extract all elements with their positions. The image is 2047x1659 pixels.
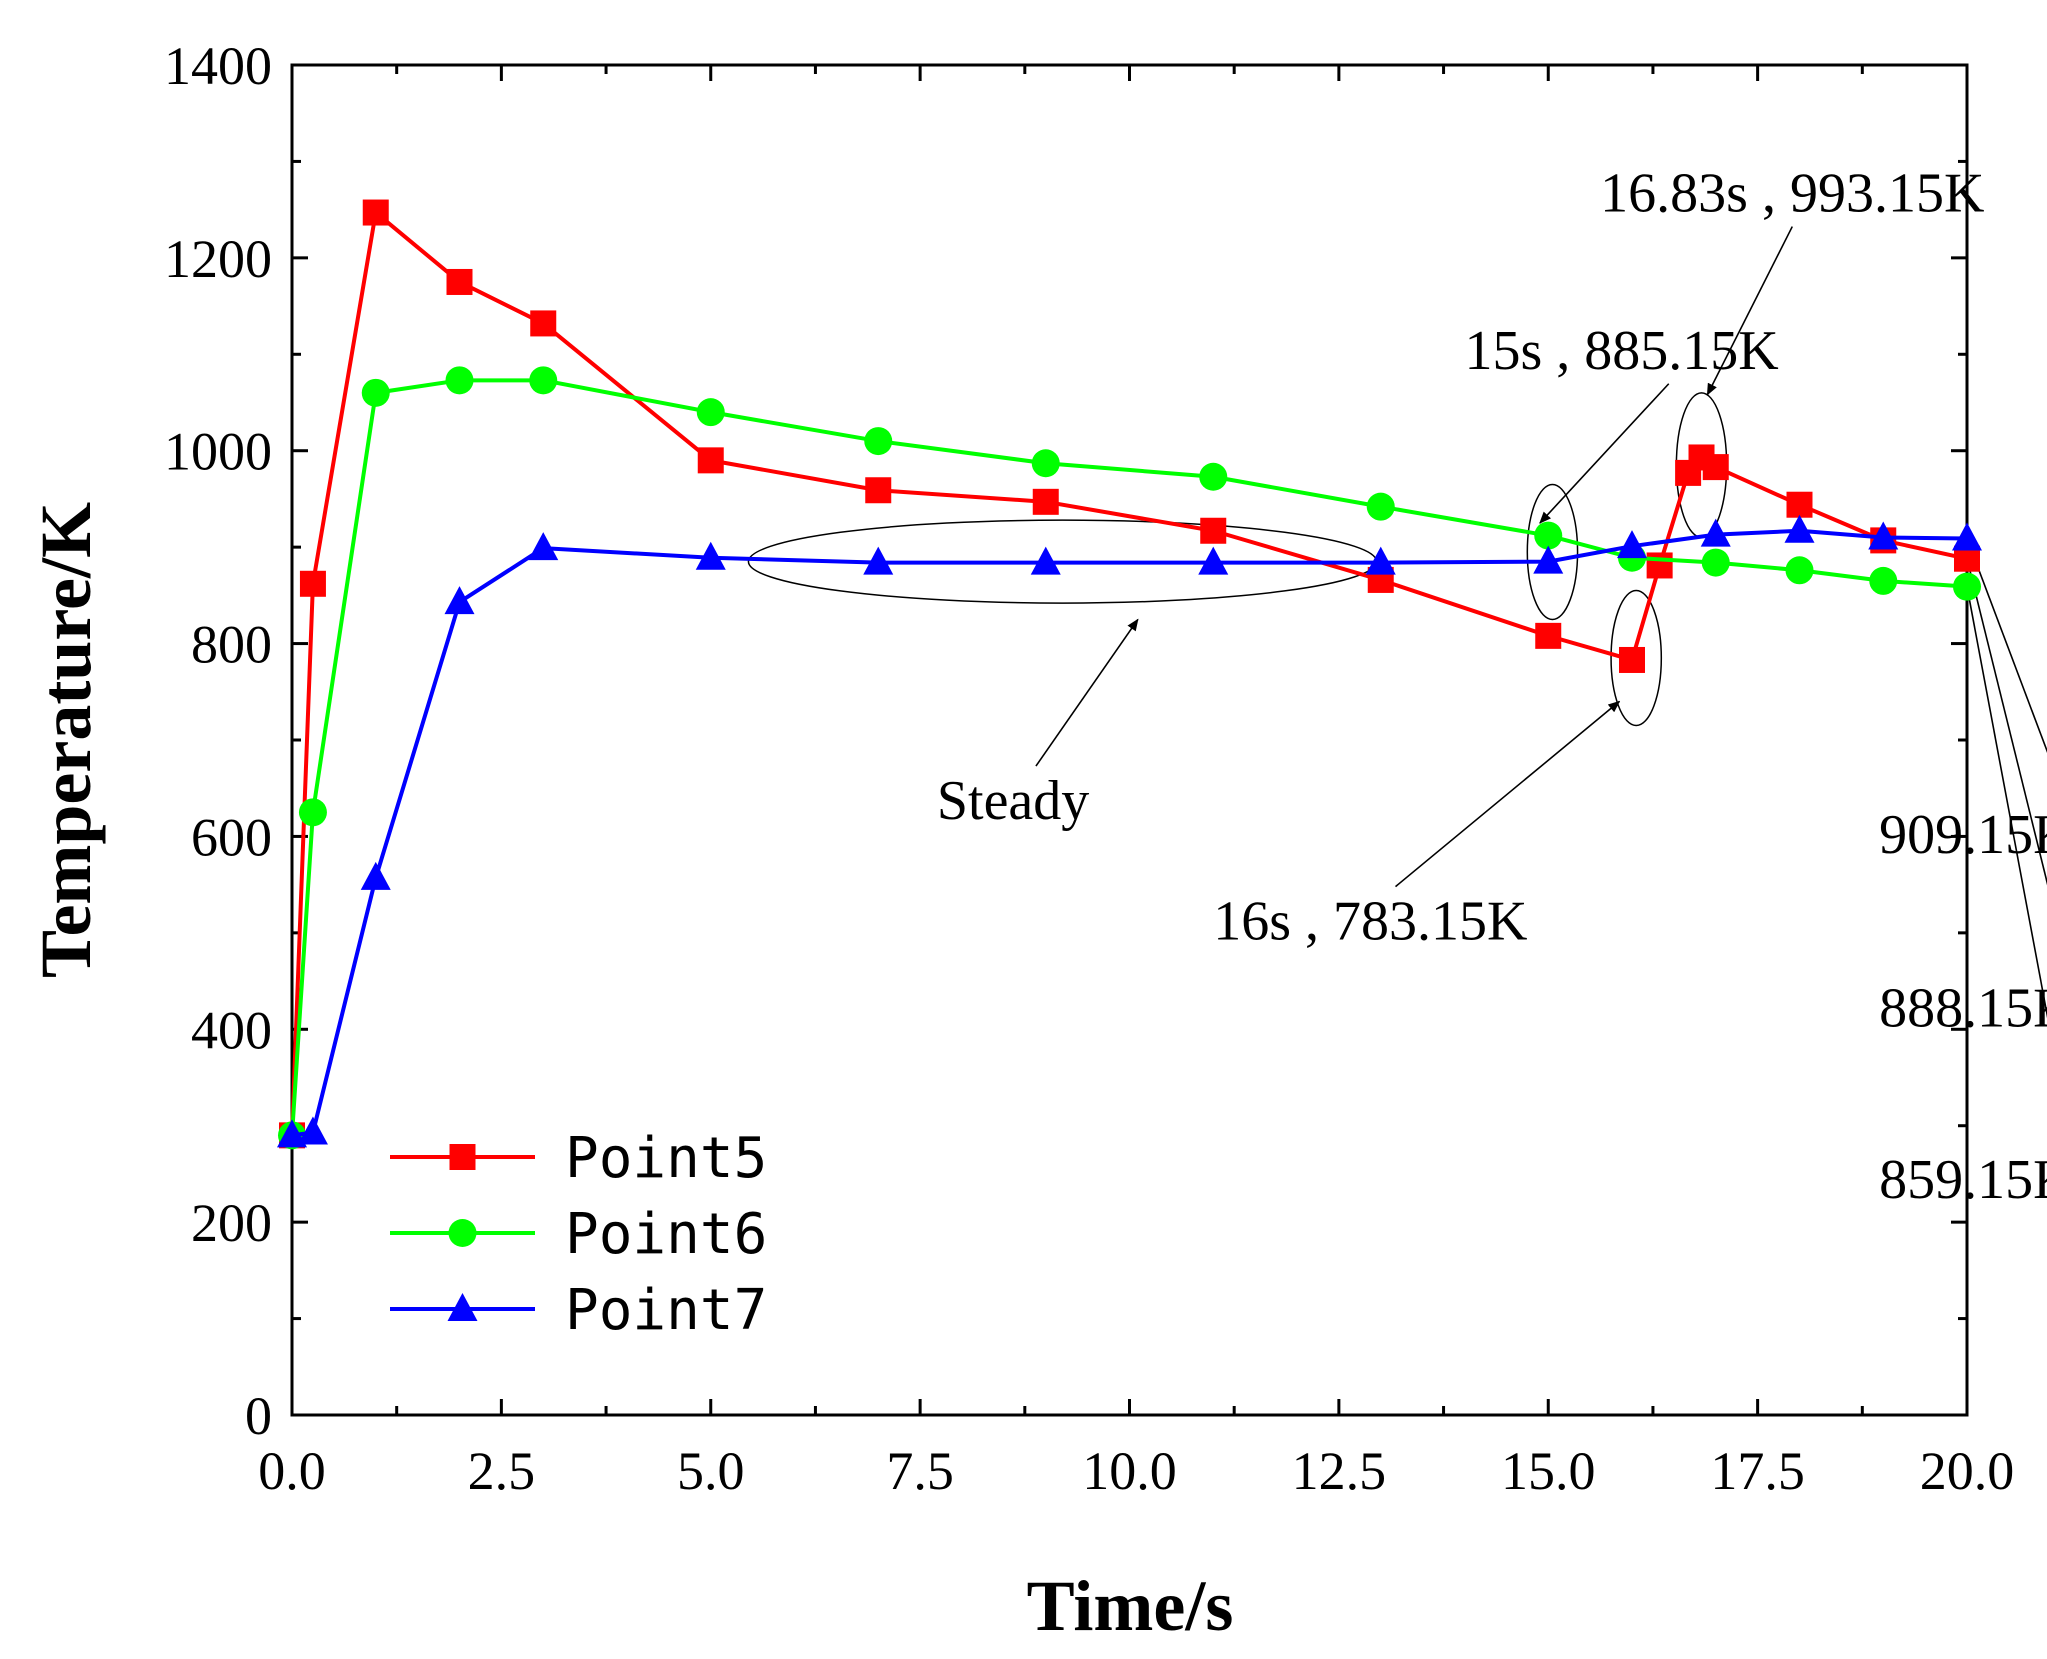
y-tick-label: 1400 — [164, 36, 272, 96]
point6-point — [864, 427, 893, 456]
point5-point — [1702, 454, 1729, 481]
point5-point — [865, 477, 892, 504]
point6-point — [1366, 492, 1395, 521]
point7-point — [863, 546, 894, 575]
point5-point — [1646, 552, 1673, 579]
annotation-label-k859: 859.15K — [1879, 1149, 2047, 1211]
annotation-arrow-k859 — [1964, 585, 2047, 1019]
point7-point — [1198, 546, 1229, 575]
point7-line — [291, 528, 1968, 1138]
x-tick-label: 5.0 — [677, 1441, 745, 1501]
x-tick-label: 17.5 — [1710, 1441, 1805, 1501]
y-tick-label: 1000 — [164, 422, 272, 482]
y-tick-label: 400 — [191, 1000, 272, 1060]
point6-point — [298, 798, 327, 827]
x-tick-label: 10.0 — [1082, 1441, 1177, 1501]
point7-point — [695, 541, 726, 570]
annotation-ellipse-p15 — [1526, 483, 1579, 621]
point7-point — [1617, 530, 1647, 559]
series-layer — [277, 199, 1982, 1150]
point5-point — [530, 310, 557, 337]
y-tick-label: 1200 — [164, 229, 272, 289]
point7-point — [1784, 514, 1815, 543]
point6-point — [1953, 572, 1981, 601]
y-axis-title: Temperature/K — [26, 502, 106, 978]
annotation-arrow-steady — [1035, 618, 1139, 767]
x-tick-label: 15.0 — [1501, 1441, 1596, 1501]
axis-ticks: 0.0 2.5 5.0 7.5 10.0 12.5 15.0 17.5 20.0 0 200 400 6… — [164, 36, 2014, 1501]
point7-point — [1868, 521, 1899, 550]
point6-point — [1869, 566, 1898, 595]
point5-point — [1619, 646, 1645, 673]
legend-marker-point7 — [447, 1293, 478, 1321]
annotation-arrow-k909 — [1966, 537, 2047, 754]
legend-label-point6: Point6 — [565, 1202, 767, 1267]
y-tick-label: 0 — [245, 1386, 272, 1446]
point5-point — [299, 570, 326, 597]
plot-frame — [290, 63, 1969, 1417]
point7-point — [297, 1116, 328, 1145]
y-tick-label: 800 — [191, 615, 272, 675]
x-axis-title: Time/s — [1027, 1566, 1234, 1646]
legend-marker-point6 — [448, 1219, 477, 1247]
point7-point — [1365, 546, 1396, 575]
point6-point — [1785, 556, 1814, 585]
point5-point — [697, 447, 724, 474]
series-point7 — [277, 514, 1982, 1148]
annotation-label-p16: 16s , 783.15K — [1213, 891, 1527, 953]
x-tick-label: 2.5 — [468, 1441, 536, 1501]
x-tick-label: 7.5 — [886, 1441, 954, 1501]
annotation-label-p15: 15s , 885.15K — [1465, 320, 1779, 382]
annotation-arrow-k888 — [1964, 557, 2047, 886]
point5-point — [1032, 488, 1059, 515]
annotation-label-steady: Steady — [937, 770, 1089, 832]
point5-point — [1200, 517, 1227, 544]
annotation-label-k888: 888.15K — [1879, 977, 2047, 1039]
x-tick-label: 0.0 — [258, 1441, 326, 1501]
point6-point — [1199, 462, 1228, 491]
point6-point — [445, 366, 474, 395]
annotation-ellipse-p16 — [1610, 589, 1663, 727]
legend-marker-point5 — [449, 1144, 476, 1170]
annotation-labels: Steady 15s , 885.15K 16s , 783.15K 16.83s ,… — [937, 163, 2047, 1211]
point7-point — [1700, 518, 1731, 547]
point7-point — [528, 532, 559, 561]
point6-line — [290, 378, 1968, 1136]
point6-point — [529, 366, 558, 395]
point7-point — [360, 861, 391, 890]
annotation-arrow-p16 — [1394, 700, 1621, 888]
point5-point — [1535, 622, 1562, 649]
legend: Point5 Point6 Point7 — [390, 1126, 767, 1343]
x-tick-label: 12.5 — [1292, 1441, 1387, 1501]
point7-point — [1952, 522, 1982, 551]
annotation-arrow-p15 — [1539, 383, 1670, 524]
point5-point — [1786, 491, 1813, 518]
x-tick-label: 20.0 — [1920, 1441, 2015, 1501]
annotation-label-p1683: 16.83s , 993.15K — [1600, 163, 1984, 225]
point5-point — [446, 268, 473, 295]
y-tick-label: 600 — [191, 807, 272, 867]
annotation-shapes — [747, 226, 2047, 1019]
point6-point — [1701, 548, 1730, 577]
point7-point — [444, 586, 475, 615]
y-tick-label: 200 — [191, 1193, 272, 1253]
legend-label-point7: Point7 — [565, 1278, 767, 1343]
annotation-label-k909: 909.15K — [1879, 804, 2047, 866]
annotation-arrow-p1683 — [1706, 226, 1794, 396]
point6-point — [696, 398, 725, 427]
legend-label-point5: Point5 — [565, 1126, 767, 1191]
point6-point — [1031, 449, 1060, 478]
point5-point — [362, 199, 389, 226]
point7-point — [277, 1119, 307, 1148]
point6-point — [361, 378, 390, 407]
point6-point — [1534, 521, 1563, 550]
point7-point — [1030, 546, 1061, 575]
point7-point — [1533, 545, 1564, 574]
